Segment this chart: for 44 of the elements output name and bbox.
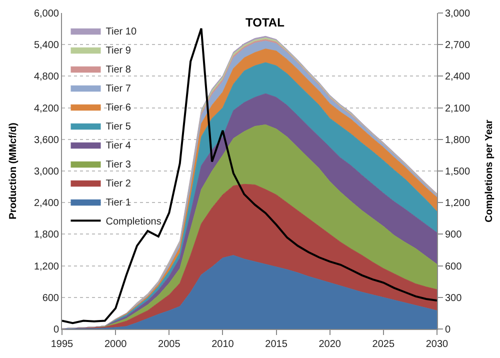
legend-label: Tier 2: [106, 178, 132, 190]
y2-tick-label: 2,100: [445, 103, 470, 114]
y2-tick-label: 2,700: [445, 40, 470, 52]
legend-label: Tier 6: [106, 102, 132, 114]
legend-label: Tier 8: [106, 64, 132, 76]
y-tick-label: 3,000: [34, 166, 60, 178]
y2-tick-label: 600: [445, 261, 462, 272]
x-tick-label: 2025: [372, 339, 395, 350]
legend-label: Tier 10: [106, 26, 137, 38]
y2-tick-label: 1,200: [445, 198, 470, 210]
y-tick-label: 2,400: [34, 198, 60, 210]
y2-tick-label: 1,500: [445, 166, 470, 178]
x-tick-label: 2020: [318, 339, 342, 350]
y-tick-label: 3,600: [34, 134, 60, 146]
y2-tick-label: 2,400: [445, 72, 470, 83]
legend-label: Tier 1: [106, 198, 132, 209]
y2-axis-title: Completions per Year: [484, 120, 495, 222]
y-tick-label: 5,400: [34, 40, 60, 52]
x-tick-label: 2010: [212, 339, 234, 350]
x-tick-label: 1995: [50, 339, 74, 350]
legend-label: Tier 7: [106, 84, 132, 95]
y-tick-label: 1,200: [34, 261, 60, 272]
x-tick-label: 2000: [104, 339, 128, 350]
x-tick-label: 2030: [426, 339, 449, 350]
y-tick-label: 4,200: [34, 103, 60, 114]
y-tick-label: 0: [53, 324, 60, 336]
y2-tick-label: 0: [445, 324, 451, 336]
legend-label: Tier 5: [106, 122, 132, 133]
y2-tick-label: 900: [445, 230, 462, 241]
y2-tick-label: 1,800: [445, 134, 470, 146]
legend-label: Tier 3: [106, 160, 132, 171]
y2-tick-label: 3,000: [445, 8, 470, 20]
y-tick-label: 4,800: [34, 72, 60, 83]
x-tick-label: 2005: [158, 339, 181, 350]
y-axis-title: Production (MMcf/d): [8, 122, 19, 220]
legend-label: Tier 9: [106, 46, 132, 57]
legend-label: Completions: [106, 216, 162, 228]
y-tick-label: 1,800: [34, 230, 60, 241]
legend-label: Tier 4: [106, 140, 132, 152]
y-tick-label: 6,000: [34, 8, 60, 20]
y-tick-label: 600: [42, 292, 60, 304]
y2-tick-label: 300: [445, 292, 462, 304]
chart-title: TOTAL: [246, 15, 284, 30]
x-tick-label: 2015: [265, 339, 288, 350]
